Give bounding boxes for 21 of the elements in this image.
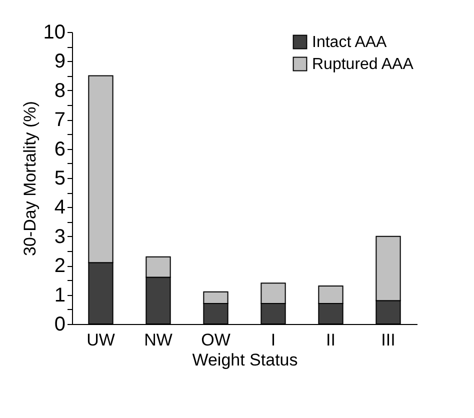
y-tick-label: 1 [54,284,66,306]
x-axis-title: Weight Status [192,350,298,370]
y-tick-label: 0 [54,314,66,336]
x-tick-label: NW [144,330,172,350]
y-tick-label: 8 [54,80,66,102]
y-tick-label: 3 [54,226,66,248]
y-tick-label: 2 [54,255,66,278]
x-tick-label: I [270,330,276,350]
y-tick-label: 10 [43,22,66,44]
y-tick-label: 7 [54,109,66,132]
x-tick-label: OW [201,330,230,350]
x-tick-label: UW [86,330,115,350]
legend-label: Ruptured AAA [312,56,414,73]
legend-label: Intact AAA [312,34,388,51]
y-tick-label: 6 [54,138,66,160]
y-tick-label: 4 [54,196,66,219]
x-tick-label: II [326,330,336,350]
x-tick-label: III [381,330,396,350]
y-axis-title: 30-Day Mortality (%) [20,101,40,256]
y-tick-label: 5 [54,168,66,190]
y-tick-label: 9 [54,50,66,73]
